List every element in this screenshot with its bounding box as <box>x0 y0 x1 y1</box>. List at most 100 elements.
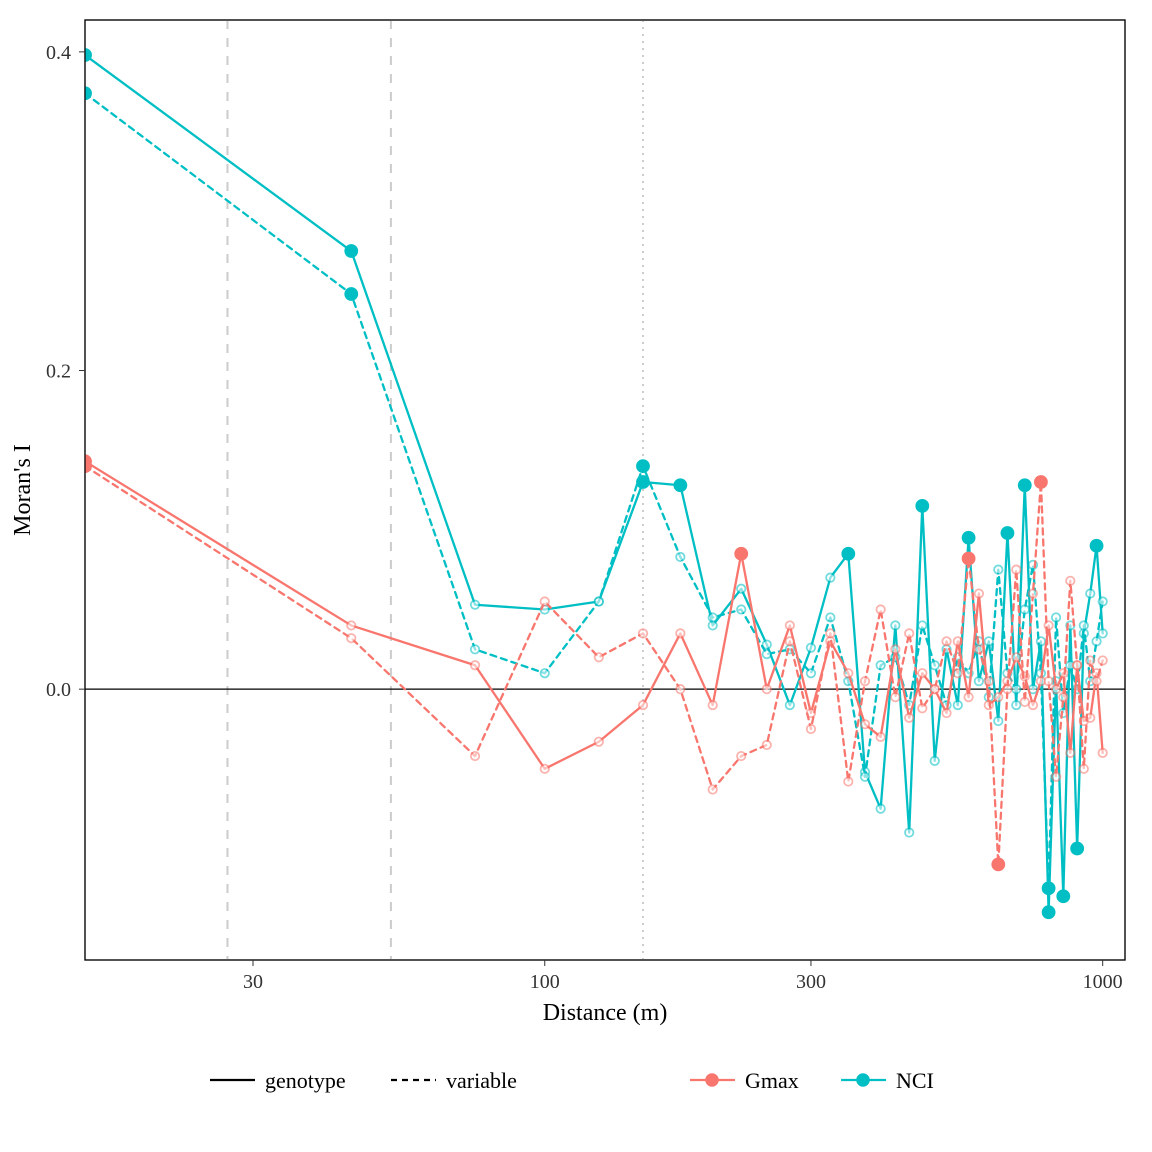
series-point-NCI_genotype <box>842 548 854 560</box>
series-point-NCI_variable <box>861 773 869 781</box>
series-point-NCI_genotype <box>471 601 479 609</box>
series-point-NCI_genotype <box>891 621 899 629</box>
y-axis-label: Moran's I <box>10 444 36 536</box>
series-point-Gmax_genotype <box>676 629 684 637</box>
series-point-NCI_variable <box>595 597 603 605</box>
series-point-Gmax_variable <box>954 669 962 677</box>
legend-color-point <box>706 1074 718 1086</box>
series-point-NCI_genotype <box>786 701 794 709</box>
series-point-Gmax_genotype <box>347 621 355 629</box>
series-point-NCI_variable <box>541 669 549 677</box>
series-point-NCI_genotype <box>954 701 962 709</box>
series-point-Gmax_variable <box>963 553 975 565</box>
series-point-Gmax_genotype <box>1012 653 1020 661</box>
plot-panel <box>85 20 1125 960</box>
series-point-NCI_variable <box>1098 597 1106 605</box>
series-point-Gmax_genotype <box>942 709 950 717</box>
series-point-Gmax_variable <box>931 685 939 693</box>
series-point-Gmax_variable <box>1035 476 1047 488</box>
series-point-NCI_genotype <box>737 585 745 593</box>
series-point-Gmax_genotype <box>964 693 972 701</box>
series-point-Gmax_variable <box>471 752 479 760</box>
series-point-Gmax_variable <box>708 785 716 793</box>
series-point-NCI_variable <box>807 669 815 677</box>
series-point-Gmax_variable <box>975 645 983 653</box>
series-point-NCI_genotype <box>1098 629 1106 637</box>
series-point-Gmax_variable <box>1052 773 1060 781</box>
series-point-NCI_genotype <box>994 717 1002 725</box>
series-point-Gmax_variable <box>347 634 355 642</box>
series-point-Gmax_variable <box>595 653 603 661</box>
series-point-NCI_variable <box>876 661 884 669</box>
series-point-NCI_genotype <box>1071 842 1083 854</box>
series-point-Gmax_genotype <box>763 685 771 693</box>
x-tick-label: 30 <box>243 971 263 993</box>
series-point-Gmax_variable <box>942 637 950 645</box>
series-point-Gmax_genotype <box>708 701 716 709</box>
series-point-Gmax_variable <box>918 704 926 712</box>
series-point-Gmax_variable <box>1003 685 1011 693</box>
series-point-Gmax_variable <box>1066 577 1074 585</box>
series-point-NCI_variable <box>826 613 834 621</box>
series-point-Gmax_variable <box>763 741 771 749</box>
series-point-Gmax_variable <box>541 597 549 605</box>
series-point-NCI_variable <box>1012 685 1020 693</box>
series-point-NCI_genotype <box>1043 906 1055 918</box>
series-point-NCI_genotype <box>1057 890 1069 902</box>
series-point-Gmax_variable <box>676 685 684 693</box>
legend-color-label: NCI <box>896 1068 934 1093</box>
morans-i-chart: 301003001000Distance (m)0.00.20.4Moran's… <box>0 0 1152 1152</box>
series-point-NCI_genotype <box>931 757 939 765</box>
series-point-NCI_genotype <box>975 677 983 685</box>
series-point-Gmax_genotype <box>876 733 884 741</box>
series-point-NCI_genotype <box>807 644 815 652</box>
series-point-Gmax_genotype <box>918 669 926 677</box>
series-point-Gmax_variable <box>905 629 913 637</box>
series-point-NCI_variable <box>708 613 716 621</box>
series-point-NCI_variable <box>1021 605 1029 613</box>
series-point-Gmax_genotype <box>905 714 913 722</box>
series-point-NCI_genotype <box>963 532 975 544</box>
series-point-Gmax_genotype <box>595 738 603 746</box>
series-point-Gmax_variable <box>844 777 852 785</box>
series-point-Gmax_variable <box>786 637 794 645</box>
series-point-Gmax_variable <box>1092 677 1100 685</box>
series-point-NCI_variable <box>1080 621 1088 629</box>
series-point-Gmax_variable <box>992 858 1004 870</box>
series-point-Gmax_genotype <box>1098 749 1106 757</box>
series-point-Gmax_variable <box>1086 656 1094 664</box>
legend-color-label: Gmax <box>745 1068 799 1093</box>
series-point-NCI_genotype <box>1001 527 1013 539</box>
series-point-NCI_genotype <box>1091 540 1103 552</box>
series-point-NCI_genotype <box>905 828 913 836</box>
y-tick-label: 0.0 <box>46 679 71 701</box>
series-point-Gmax_variable <box>1059 693 1067 701</box>
series-point-Gmax_variable <box>807 725 815 733</box>
series-point-NCI_variable <box>1092 637 1100 645</box>
series-point-Gmax_genotype <box>1059 669 1067 677</box>
series-point-NCI_variable <box>471 645 479 653</box>
series-point-Gmax_genotype <box>1052 685 1060 693</box>
series-point-Gmax_genotype <box>639 701 647 709</box>
series-point-Gmax_variable <box>861 677 869 685</box>
series-point-NCI_variable <box>931 661 939 669</box>
series-point-Gmax_genotype <box>994 693 1002 701</box>
x-tick-label: 100 <box>530 971 560 993</box>
series-point-Gmax_variable <box>737 752 745 760</box>
series-point-NCI_variable <box>918 621 926 629</box>
series-point-NCI_variable <box>637 460 649 472</box>
series-point-Gmax_variable <box>1029 589 1037 597</box>
series-point-NCI_variable <box>676 553 684 561</box>
series-point-Gmax_variable <box>1021 698 1029 706</box>
series-point-Gmax_genotype <box>975 589 983 597</box>
series-point-Gmax_variable <box>891 693 899 701</box>
legend-color-point <box>857 1074 869 1086</box>
series-point-NCI_variable <box>737 605 745 613</box>
series-point-Gmax_genotype <box>541 765 549 773</box>
series-point-NCI_variable <box>1043 882 1055 894</box>
series-point-NCI_genotype <box>1086 589 1094 597</box>
x-tick-label: 1000 <box>1083 971 1123 993</box>
series-point-Gmax_variable <box>1080 765 1088 773</box>
series-point-Gmax_genotype <box>786 621 794 629</box>
series-point-Gmax_variable <box>639 629 647 637</box>
